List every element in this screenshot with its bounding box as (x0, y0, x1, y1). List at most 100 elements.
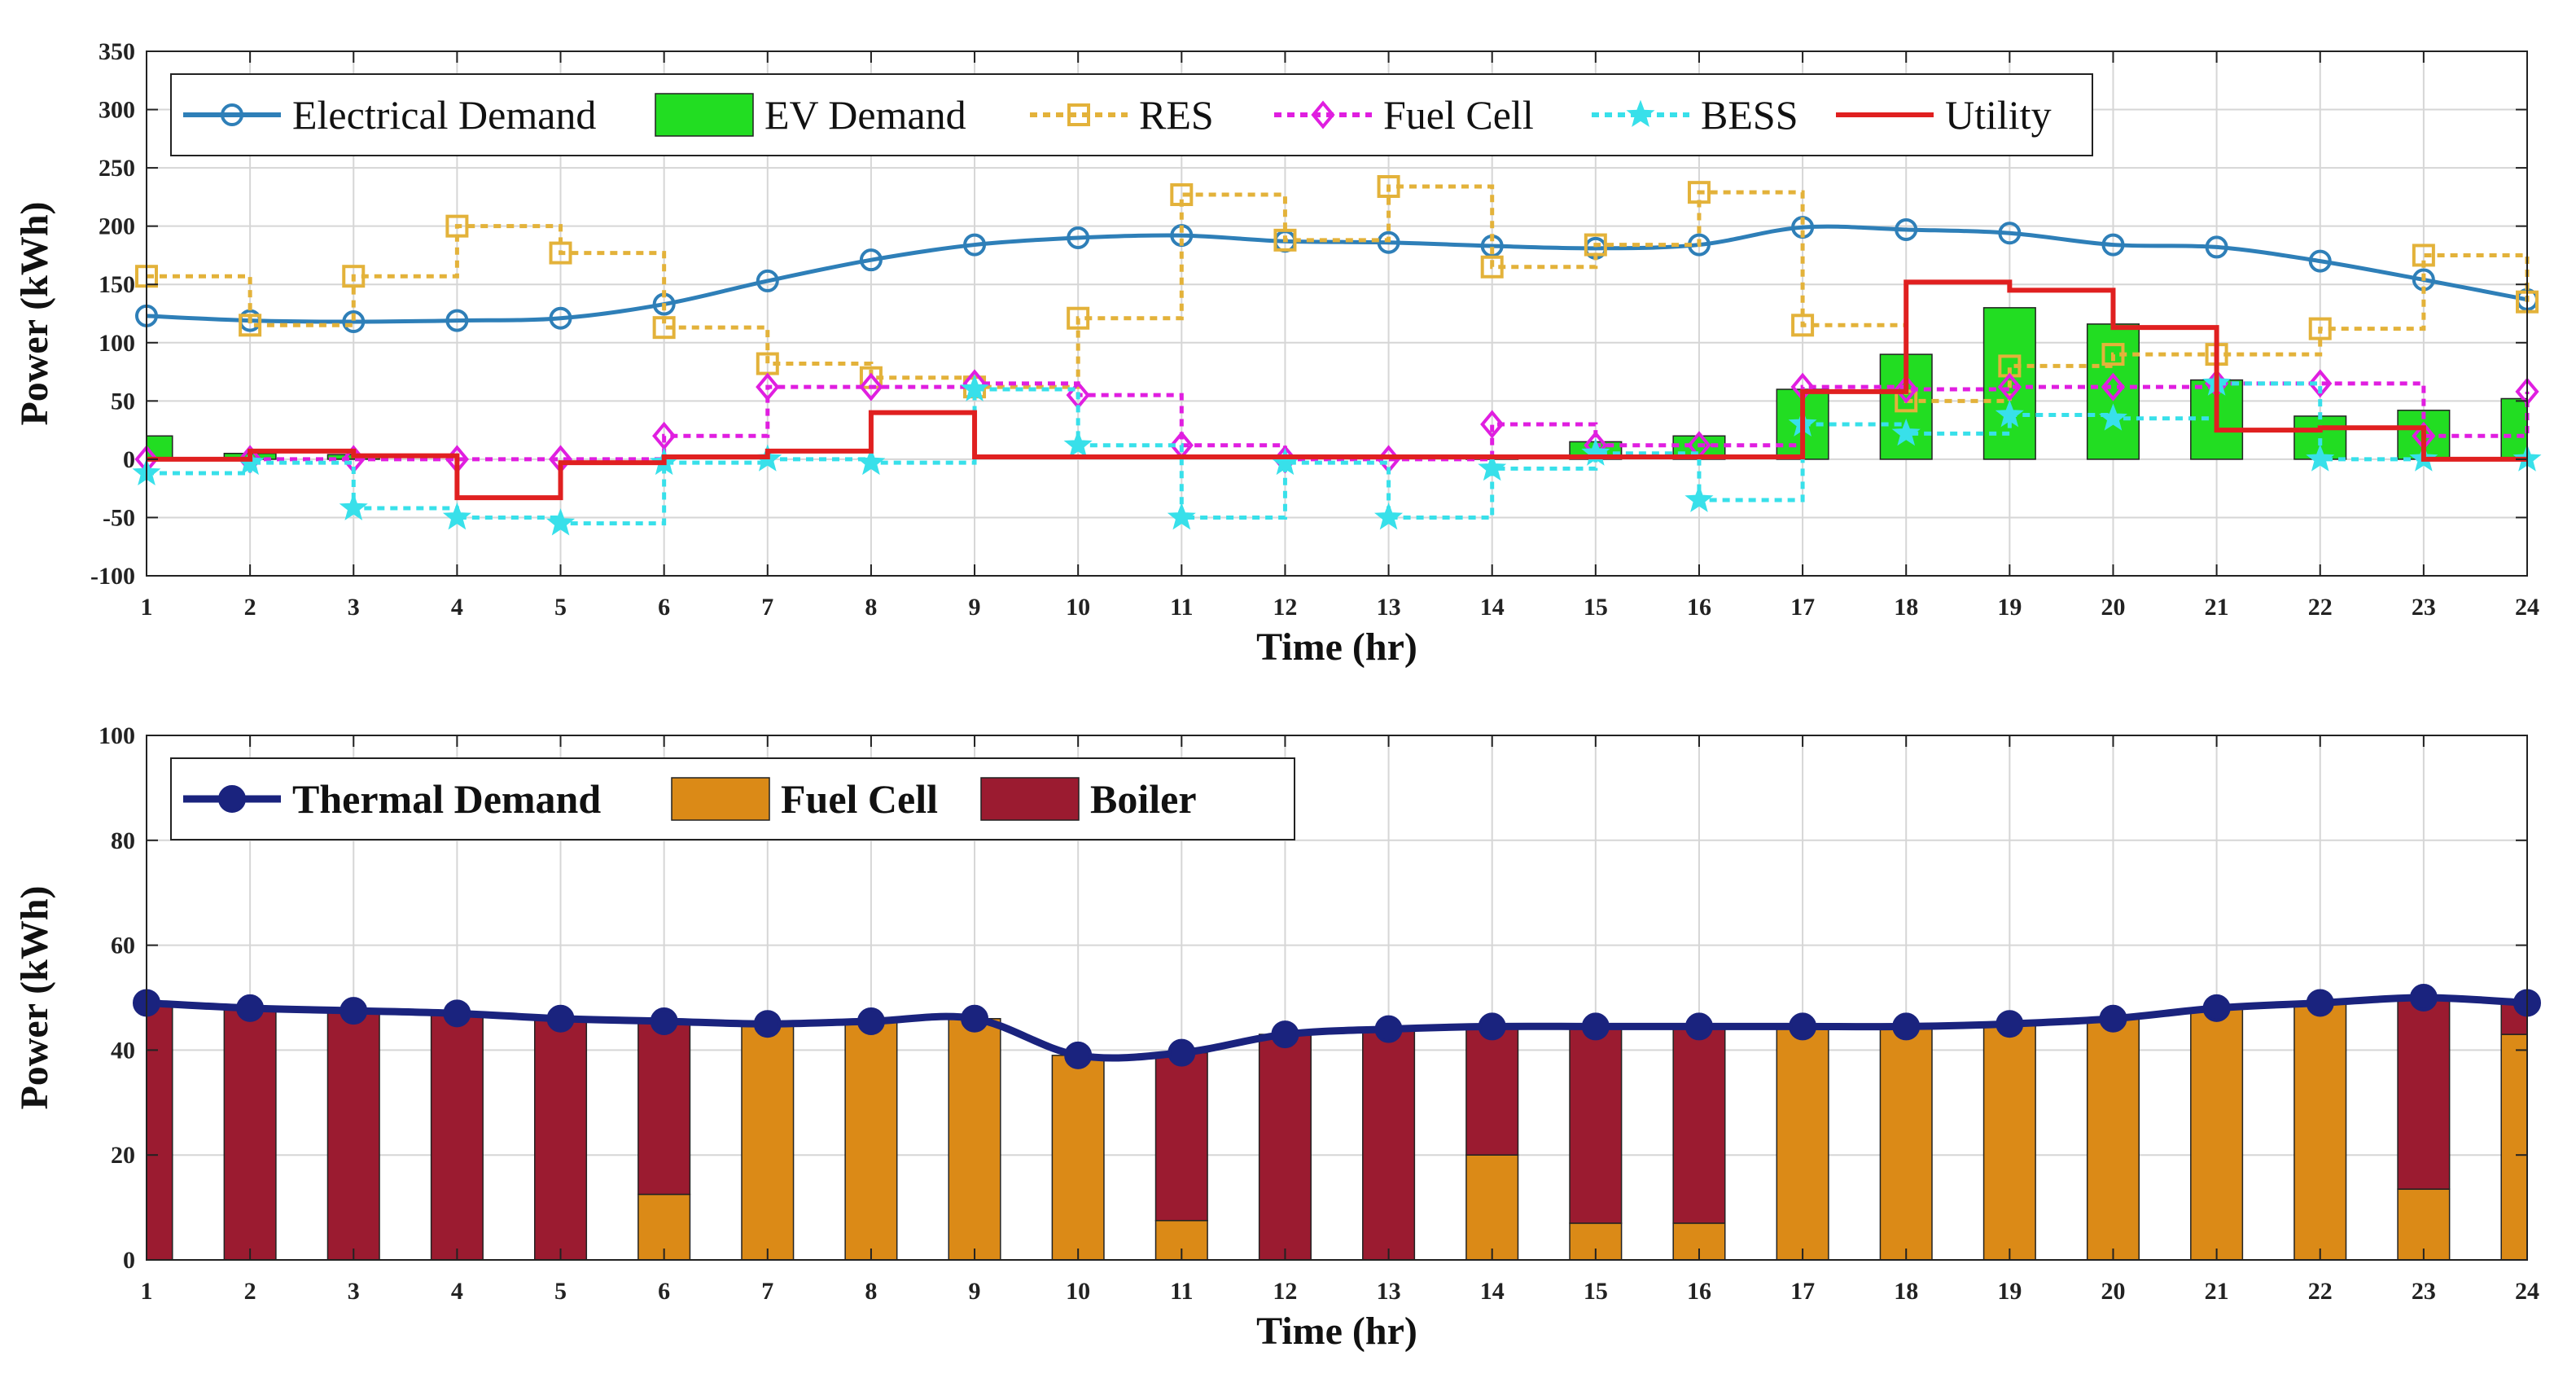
legend-entry-electrical-demand: Electrical Demand (183, 92, 596, 138)
electrical-demand-point (342, 310, 366, 334)
x-tick-label: 6 (658, 1278, 670, 1305)
x-tick-label: 7 (761, 594, 773, 621)
x-tick-label: 18 (1894, 1278, 1918, 1305)
x-tick-label: 21 (2205, 1278, 2229, 1305)
x-tick-label: 15 (1584, 1278, 1608, 1305)
thermal-demand-point (961, 1004, 989, 1033)
x-tick-label: 3 (348, 1278, 360, 1305)
thermal-demand-point (546, 1004, 575, 1033)
x-tick-label: 14 (1480, 1278, 1505, 1305)
thermal-demand-point (1374, 1015, 1403, 1043)
boiler-bar (1154, 1051, 1208, 1222)
boiler-legend-swatch (980, 777, 1080, 821)
electrical-demand-point (2205, 235, 2228, 259)
fuel-cell-bar (1879, 1025, 1933, 1261)
y-tick-label: 100 (99, 330, 135, 357)
fuel-cell-bar (1465, 1154, 1519, 1261)
x-axis-title: Time (hr) (1256, 625, 1417, 669)
ev-demand-bar (2086, 323, 2140, 460)
electrical-demand-point (756, 269, 779, 292)
thermal-demand-point (1789, 1012, 1817, 1041)
x-tick-label: 13 (1377, 1278, 1401, 1305)
x-tick-label: 22 (2308, 594, 2333, 621)
legend-entry-ev-demand: EV Demand (655, 92, 966, 138)
x-tick-label: 12 (1273, 594, 1297, 621)
x-tick-label: 5 (554, 594, 567, 621)
bess-point (856, 447, 886, 476)
y-tick-label: -100 (90, 563, 135, 590)
x-tick-label: 7 (761, 1278, 773, 1305)
electrical-demand-point (445, 309, 469, 332)
legend: Electrical Demand EV Demand RES Fuel Cell BE… (170, 73, 2093, 156)
legend-entry-res: RES (1030, 92, 1214, 138)
utility-series (147, 279, 2527, 501)
thermal-demand-point (2202, 994, 2231, 1022)
bess-point (1063, 430, 1093, 458)
plot-frame (146, 50, 2528, 577)
fuel-cell-point (652, 421, 677, 450)
boiler-bar (2397, 997, 2451, 1190)
res-point (1687, 181, 1711, 204)
thermal-demand-point (1478, 1012, 1506, 1041)
fuel-cell-bar (1982, 1023, 2036, 1261)
x-tick-label: 19 (1997, 1278, 2022, 1305)
legend-box (170, 757, 1295, 840)
boiler-bar (326, 1010, 380, 1261)
thermal-demand-point (1064, 1041, 1093, 1069)
res-point (1480, 255, 1504, 279)
utility-line (147, 279, 2527, 501)
legend-entry-fuel-cell: Fuel Cell (1274, 92, 1534, 138)
fuel-cell-bar (2500, 1034, 2528, 1261)
thermal-demand-point (2306, 989, 2334, 1017)
x-tick-label: 11 (1170, 1278, 1193, 1305)
electrical-demand-point (2308, 249, 2332, 273)
x-tick-label: 1 (141, 1278, 153, 1305)
x-tick-label: 24 (2515, 594, 2539, 621)
res-series (135, 175, 2539, 413)
fuel-cell-point (1997, 372, 2022, 402)
x-tick-label: 20 (2101, 1278, 2125, 1305)
bess-point (1478, 453, 1507, 481)
x-tick-label: 5 (554, 1278, 567, 1305)
fuel-cell-line (147, 381, 2530, 462)
fuel-cell-point (1894, 375, 1918, 404)
thermal-demand-point (650, 1007, 678, 1035)
legend: Thermal Demand Fuel Cell Boiler (170, 757, 1295, 840)
fuel-cell-legend-swatch (671, 777, 770, 821)
bess-point (1684, 485, 1714, 512)
y-tick-label: 40 (111, 1037, 135, 1064)
res-point (549, 241, 572, 265)
electrical-demand-point (1895, 217, 1918, 241)
res-legend-label: RES (1139, 92, 1214, 138)
res-line (147, 184, 2530, 403)
boiler-bar (637, 1020, 691, 1196)
y-tick-label: 200 (99, 213, 135, 240)
y-tick-label: 80 (111, 827, 135, 854)
y-axis-title: Power (kWh) (13, 885, 56, 1109)
res-point (652, 316, 676, 340)
fuel-cell-bar (1051, 1055, 1105, 1261)
x-tick-label: 4 (451, 1278, 463, 1305)
thermal-demand-point (1892, 1012, 1921, 1041)
legend-entry-utility: Utility (1836, 92, 2052, 138)
res-point (1273, 228, 1297, 252)
y-tick-label: 250 (99, 155, 135, 182)
fuel-cell-bar (637, 1193, 691, 1261)
fuel-cell-point (2308, 369, 2333, 398)
x-tick-label: 24 (2515, 1278, 2539, 1305)
res-point (1170, 183, 1194, 207)
electrical-demand-point (859, 248, 883, 272)
bess-series (132, 368, 2542, 536)
bess-point (1891, 418, 1921, 446)
boiler-bar (533, 1018, 588, 1261)
fuel-cell-bar (2190, 1007, 2244, 1261)
x-tick-label: 6 (658, 594, 670, 621)
boiler-bar (1569, 1025, 1623, 1224)
fuel-cell-bar (2293, 1002, 2347, 1261)
ev-demand-legend-swatch (655, 93, 754, 137)
x-tick-label: 2 (244, 594, 256, 621)
x-tick-label: 23 (2412, 1278, 2436, 1305)
ev-demand-legend-label: EV Demand (764, 92, 966, 138)
